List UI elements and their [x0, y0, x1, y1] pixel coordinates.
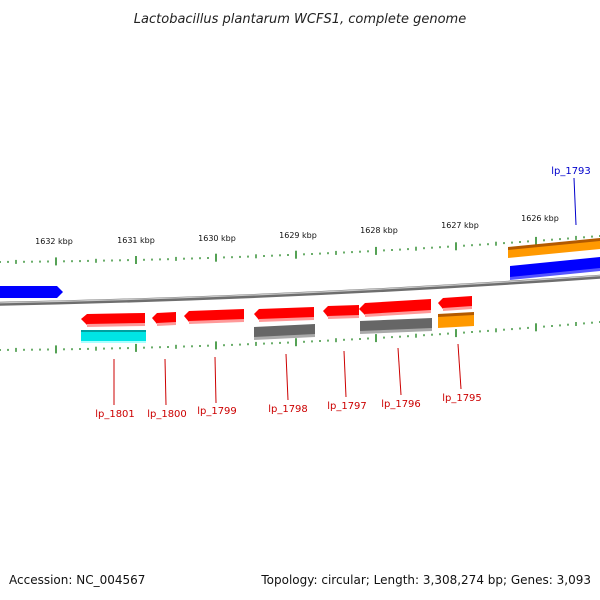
feature-lp-1795-orange[interactable] — [438, 312, 474, 328]
scale-label-1628: 1628 kbp — [360, 226, 398, 235]
feature-lp-1799[interactable] — [184, 309, 244, 324]
leader-lp-1795 — [457, 343, 462, 390]
scale-label-1630: 1630 kbp — [198, 234, 236, 243]
leader-lp-1798 — [285, 353, 289, 401]
gene-label-lp-1796[interactable]: lp_1796 — [381, 399, 421, 410]
feature-lp-1793-orange[interactable] — [508, 238, 600, 258]
gene-label-lp-1793[interactable]: lp_1793 — [551, 166, 591, 177]
feature-lp-1801-cyan[interactable] — [81, 330, 146, 343]
gene-label-lp-1797[interactable]: lp_1797 — [327, 401, 367, 412]
feature-lp-1796[interactable] — [359, 299, 431, 317]
backbone-highlight — [0, 275, 600, 304]
leader-lp-1796 — [397, 347, 402, 396]
gene-label-lp-1800[interactable]: lp_1800 — [147, 409, 187, 420]
feature-lp-1796-gray[interactable] — [360, 318, 432, 334]
leader-lp-1800 — [164, 358, 167, 406]
gene-label-lp-1795[interactable]: lp_1795 — [442, 393, 482, 404]
scale-label-1626: 1626 kbp — [521, 214, 559, 223]
genome-summary-text: Topology: circular; Length: 3,308,274 bp… — [261, 573, 591, 587]
scale-label-1631: 1631 kbp — [117, 236, 155, 245]
leader-lp-1793 — [573, 177, 577, 226]
outer-scale-ticks — [0, 235, 600, 266]
accession-text: Accession: NC_004567 — [9, 573, 146, 587]
feature-lp-1797[interactable] — [323, 305, 359, 319]
feature-lp-1793-blue[interactable] — [510, 257, 600, 280]
leader-lp-1799 — [214, 356, 217, 404]
gene-label-lp-1798[interactable]: lp_1798 — [268, 404, 308, 415]
scale-label-1632: 1632 kbp — [35, 237, 73, 246]
map-title: Lactobacillus plantarum WCFS1, complete … — [134, 12, 466, 27]
gene-label-lp-1801[interactable]: lp_1801 — [95, 409, 135, 420]
feature-cds-left-blue[interactable] — [0, 286, 63, 298]
feature-lp-1800[interactable] — [152, 312, 176, 326]
feature-lp-1801[interactable] — [81, 313, 145, 327]
gene-label-lp-1799[interactable]: lp_1799 — [197, 406, 237, 417]
inner-scale-ticks — [0, 321, 600, 354]
backbone-arc — [0, 274, 600, 306]
scale-label-1629: 1629 kbp — [279, 231, 317, 240]
feature-lp-1795[interactable] — [438, 296, 472, 311]
leader-lp-1797 — [343, 350, 347, 398]
feature-lp-1798-gray[interactable] — [254, 324, 315, 340]
feature-lp-1798[interactable] — [254, 307, 314, 322]
scale-label-1627: 1627 kbp — [441, 221, 479, 230]
